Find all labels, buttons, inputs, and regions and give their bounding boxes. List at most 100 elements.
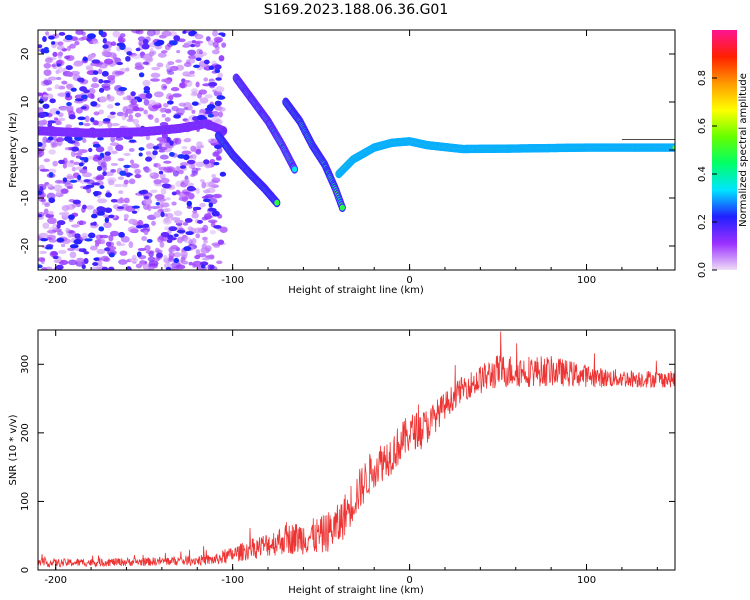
spectrogram-speckle — [131, 54, 142, 60]
spectrogram-speckle — [82, 172, 93, 178]
spectrogram-speckle — [169, 65, 179, 72]
spectrogram-speckle — [54, 84, 60, 90]
spectrogram-speckle — [132, 118, 139, 125]
spectrogram-speckle — [129, 163, 140, 169]
spectrogram-speckle — [168, 252, 175, 259]
spectrogram-speckle — [204, 110, 213, 115]
spectrogram-speckle — [156, 252, 163, 258]
spectrogram-speckle — [56, 45, 65, 51]
spectrogram-speckle — [109, 230, 119, 237]
spectrogram-speckle — [143, 195, 150, 200]
spectrogram-speckle — [166, 239, 173, 244]
spectrogram-speckle — [163, 166, 173, 173]
spectrogram-speckle — [108, 234, 114, 242]
spectrogram-speckle — [56, 189, 61, 196]
spectrogram-speckle — [134, 112, 142, 118]
spectrogram-speckle — [193, 206, 198, 211]
spectrogram-speckle — [89, 245, 98, 251]
spectrogram-speckle — [202, 236, 208, 241]
spectrogram-speckle — [116, 243, 126, 247]
spectrogram-x-tick-label: -100 — [221, 275, 244, 286]
spectrogram-speckle — [203, 77, 209, 82]
spectrogram-speckle — [48, 149, 56, 155]
spectrogram-speckle — [173, 210, 183, 217]
spectrogram-speckle — [208, 39, 214, 46]
spectrogram-speckle — [115, 144, 124, 152]
spectrogram-speckle — [188, 54, 197, 60]
spectrogram-speckle — [214, 100, 222, 107]
spectrogram-speckle — [160, 50, 168, 54]
spectrogram-speckle — [97, 156, 103, 161]
spectrogram-speckle — [168, 247, 173, 253]
spectrogram-speckle — [132, 205, 140, 209]
spectrogram-speckle — [87, 33, 96, 40]
spectrogram-speckle — [173, 35, 181, 41]
spectrogram-speckle — [201, 181, 207, 189]
spectrogram-speckle — [182, 30, 187, 34]
spectrogram-speckle — [149, 78, 160, 82]
spectrogram-speckle — [110, 123, 120, 127]
spectrogram-speckle — [40, 238, 48, 242]
spectrogram-speckle — [94, 242, 100, 247]
spectrogram-speckle — [56, 230, 64, 236]
spectrogram-speckle — [187, 192, 195, 200]
spectrogram-speckle — [75, 107, 83, 114]
spectrogram-speckle — [67, 247, 75, 251]
spectrogram-speckle — [195, 161, 206, 167]
spectrogram-speckle — [78, 162, 84, 167]
spectrogram-speckle — [170, 217, 181, 221]
spectrogram-speckle — [78, 122, 84, 126]
spectrogram-speckle — [185, 231, 194, 236]
spectrogram-speckle — [165, 63, 171, 70]
spectrogram-speckle — [119, 33, 126, 38]
spectrogram-x-tick-label: 100 — [577, 275, 596, 286]
spectrogram-speckle — [135, 124, 141, 128]
spectrogram-speckle — [187, 105, 193, 111]
spectrogram-speckle — [58, 259, 69, 266]
spectrogram-speckle — [191, 237, 197, 245]
spectrogram-speckle — [145, 92, 153, 99]
spectrogram-speckle — [150, 189, 158, 194]
spectrogram-speckle — [78, 220, 84, 226]
spectrogram-speckle — [161, 30, 172, 37]
spectrogram-speckle — [123, 179, 129, 185]
spectrogram-speckle — [149, 172, 155, 177]
spectrogram-y-ticks: -20 -10 0 10 20 — [20, 48, 675, 254]
spectrogram-speckle — [62, 211, 70, 217]
spectrogram-speckle — [65, 83, 73, 89]
spectrogram-speckle — [150, 72, 161, 78]
spectrogram-speckle — [213, 193, 223, 199]
spectrogram-speckle — [45, 31, 50, 36]
spectrogram-speckle — [221, 42, 227, 48]
spectrogram-speckle — [151, 220, 156, 226]
spectrogram-speckle — [134, 65, 145, 70]
snr-y-tick-label: 100 — [20, 492, 31, 511]
spectrogram-speckle — [102, 44, 109, 49]
spectrogram-speckle — [189, 30, 198, 35]
spectrogram-speckle — [124, 172, 133, 177]
spectrogram-speckle — [171, 191, 177, 196]
spectrogram-speckle — [105, 208, 112, 213]
spectrogram-speckle — [90, 266, 101, 270]
spectrogram-speckle — [65, 65, 73, 71]
spectrogram-speckle — [177, 170, 184, 175]
spectrogram-speckle — [176, 49, 181, 54]
spectrogram-speckle — [39, 250, 48, 254]
spectrogram-y-tick-label: 10 — [20, 96, 31, 109]
snr-x-ticks: -200 -100 0 100 — [44, 330, 658, 586]
spectrogram-speckle — [71, 166, 77, 172]
spectrogram-speckle — [173, 257, 180, 264]
spectrogram-speckle — [82, 56, 88, 62]
spectrogram-speckle — [110, 135, 116, 143]
spectrogram-speckle — [128, 218, 137, 225]
spectrogram-speckle — [69, 244, 79, 249]
spectrogram-speckle — [147, 266, 154, 270]
spectrogram-speckle — [142, 54, 152, 62]
spectrogram-speckle — [199, 144, 205, 149]
spectrogram-speckle — [186, 182, 194, 187]
spectrogram-speckle — [91, 40, 99, 45]
spectrogram-speckle — [38, 142, 43, 147]
spectrogram-speckle — [58, 159, 66, 165]
spectrogram-speckle — [131, 210, 138, 214]
spectrogram-speckle — [110, 41, 117, 46]
